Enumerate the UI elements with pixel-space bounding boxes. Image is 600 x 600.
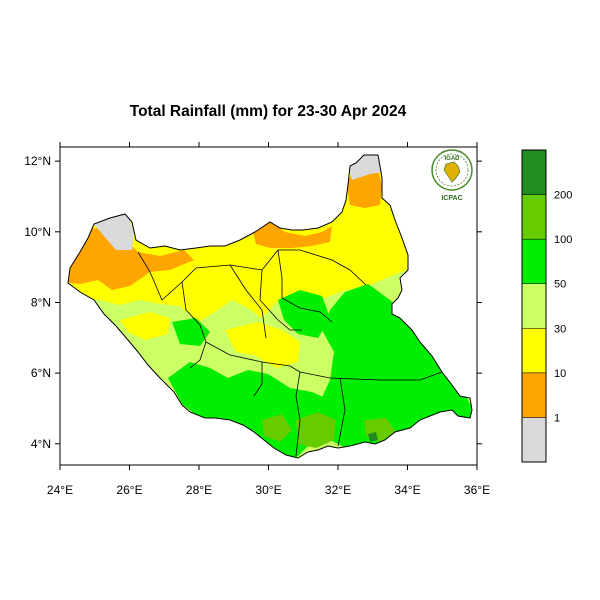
- boundary-line: [259, 269, 302, 331]
- x-axis: 24°E 26°E 28°E 30°E 32°E 34°E 36°E: [47, 142, 490, 497]
- colorbar-swatch: [521, 372, 547, 418]
- boundary-line: [137, 249, 367, 301]
- fill-class-100-200-southwest: [262, 414, 292, 442]
- x-tick-label: 32°E: [325, 483, 351, 497]
- colorbar-label: 1: [554, 412, 560, 424]
- boundary-line: [181, 281, 207, 343]
- y-axis: 12°N 10°N 8°N 6°N 4°N: [24, 154, 482, 451]
- fill-class-50-100-southwest: [168, 362, 332, 458]
- colorbar-swatch: [521, 149, 547, 195]
- x-tick-label: 26°E: [116, 483, 142, 497]
- y-tick-label: 4°N: [31, 437, 51, 451]
- state-boundaries: [137, 249, 443, 457]
- y-tick-label: 12°N: [24, 154, 51, 168]
- fill-class-1-10-north-border: [252, 222, 332, 248]
- x-tick-label: 34°E: [394, 483, 420, 497]
- fill-class-1-10-northeast-tip: [346, 170, 382, 208]
- y-tick-label: 6°N: [31, 366, 51, 380]
- x-tick-label: 36°E: [464, 483, 490, 497]
- map-title: Total Rainfall (mm) for 23-30 Apr 2024: [130, 103, 407, 120]
- fill-class-50-100-central-patch: [278, 290, 330, 338]
- colorbar-frame: [521, 149, 547, 463]
- colorbar-label: 50: [554, 279, 566, 291]
- fill-class-100-200-south: [296, 412, 336, 448]
- boundary-line: [277, 249, 333, 323]
- fill-class-50-100-east: [312, 284, 472, 450]
- colorbar: 1 10 30 50 100 200: [521, 149, 572, 463]
- fill-class-gt200-speck: [368, 432, 378, 442]
- boundary-line: [189, 341, 207, 369]
- colorbar-label: 30: [554, 323, 566, 335]
- fill-class-10-30-west: [120, 312, 170, 340]
- colorbar-label: 100: [554, 234, 572, 246]
- fill-class-lt1-northwest: [92, 214, 134, 250]
- colorbar-swatch: [521, 194, 547, 240]
- y-tick-label: 10°N: [24, 225, 51, 239]
- colorbar-swatch: [521, 417, 547, 463]
- x-tick-label: 24°E: [47, 483, 73, 497]
- africa-map-icon: [443, 161, 461, 183]
- colorbar-swatch: [521, 328, 547, 374]
- logo-bottom-text: ICPAC: [441, 195, 462, 202]
- colorbar-label: 200: [554, 190, 572, 202]
- logo-inner-ring: [435, 153, 469, 187]
- boundary-line: [295, 371, 301, 457]
- x-tick-label: 28°E: [186, 483, 212, 497]
- fill-class-10-30-central: [225, 322, 300, 368]
- fill-class-1-10-northwest: [68, 228, 194, 290]
- logo-top-text: IGAD: [445, 156, 461, 162]
- colorbar-label: 10: [554, 368, 566, 380]
- x-tick-label: 30°E: [255, 483, 281, 497]
- colorbar-swatch: [521, 238, 547, 284]
- colorbar-swatch: [521, 283, 547, 329]
- fill-class-50-100-west-patch: [172, 318, 210, 346]
- boundary-line: [229, 264, 267, 339]
- y-tick-label: 8°N: [31, 295, 51, 309]
- igad-icpac-logo: IGAD ICPAC: [431, 149, 473, 202]
- boundary-line: [253, 362, 263, 397]
- boundary-line: [337, 377, 346, 447]
